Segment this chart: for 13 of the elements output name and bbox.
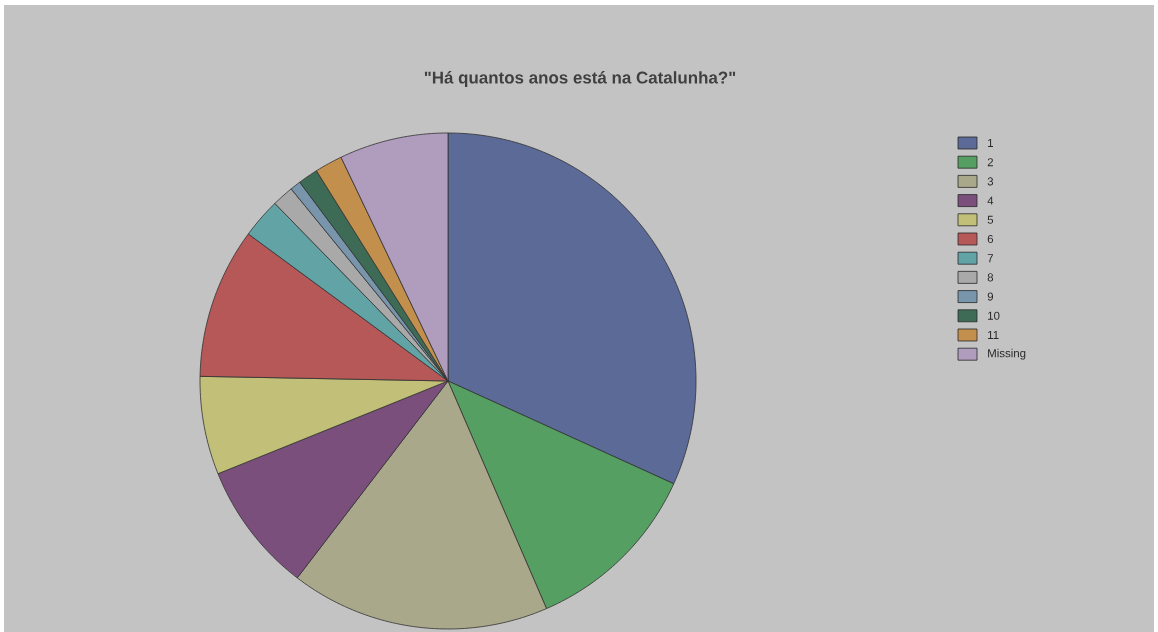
legend-label: 9 [987,292,994,301]
legend-label: 1 [988,139,994,147]
legend-label: 3 [987,177,994,186]
legend-label: 2 [987,158,993,167]
legend-label: Missing [988,348,1026,360]
legend-label: 6 [987,234,994,244]
legend-label: 4 [987,196,994,205]
legend-label: 8 [987,273,994,282]
legend-label: 10 [988,311,1000,320]
legend-label: 11 [988,331,999,339]
chart-title: "Há quantos anos está na Catalunha?" [424,71,736,87]
legend-label: 7 [987,254,993,263]
legend-label: 5 [987,215,994,224]
